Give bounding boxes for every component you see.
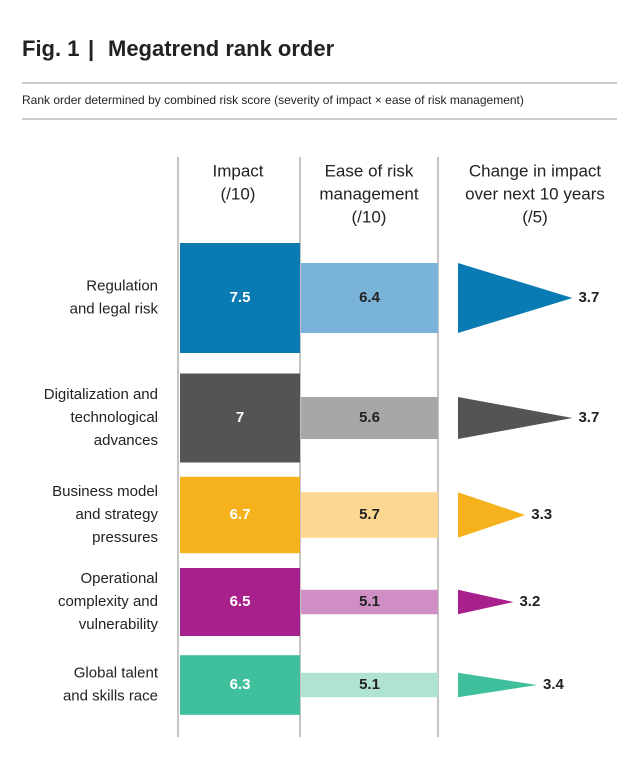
category-label: and strategy <box>75 506 158 523</box>
value-label: 3.3 <box>531 506 552 523</box>
value-box <box>301 589 438 615</box>
category-label: vulnerability <box>79 616 159 633</box>
value-label: 5.6 <box>359 409 380 426</box>
subtitle: Rank order determined by combined risk s… <box>22 93 524 107</box>
category-label: Operational <box>80 570 158 587</box>
value-box <box>180 568 300 636</box>
category-label: Digitalization and <box>44 386 158 403</box>
chart-title: Megatrend rank order <box>108 36 335 61</box>
category-label: technological <box>70 409 158 426</box>
change-triangle <box>458 589 514 615</box>
column-header: (/5) <box>522 207 548 226</box>
change-triangle <box>458 672 538 698</box>
column-header: (/10) <box>352 207 387 226</box>
column-header: management <box>319 184 419 203</box>
column-header: over next 10 years <box>465 184 605 203</box>
column-header: Change in impact <box>469 161 602 180</box>
category-label: and skills race <box>63 687 158 704</box>
value-box <box>301 397 438 439</box>
category-label: Global talent <box>74 664 159 681</box>
value-label: 5.1 <box>359 676 380 693</box>
value-box <box>180 373 300 463</box>
column-header: (/10) <box>221 184 256 203</box>
value-label: 6.7 <box>230 506 251 523</box>
value-label: 3.2 <box>519 593 540 610</box>
change-triangle <box>458 492 526 538</box>
category-label: Business model <box>52 483 158 500</box>
value-label: 6.5 <box>230 593 251 610</box>
category-label: Regulation <box>86 277 158 294</box>
value-label: 7 <box>236 409 244 426</box>
category-label: complexity and <box>58 593 158 610</box>
value-box <box>301 263 438 333</box>
value-box <box>180 655 300 715</box>
change-triangle <box>458 397 573 439</box>
value-box <box>301 672 438 698</box>
value-box <box>180 476 300 554</box>
figure-label: Fig. 1 <box>22 36 79 61</box>
category-label: and legal risk <box>70 300 159 317</box>
value-label: 3.4 <box>543 676 565 693</box>
value-label: 3.7 <box>578 289 599 306</box>
value-label: 5.1 <box>359 593 380 610</box>
value-label: 5.7 <box>359 506 380 523</box>
change-triangle <box>458 263 573 333</box>
value-label: 7.5 <box>230 289 251 306</box>
category-label: advances <box>94 432 158 449</box>
category-label: pressures <box>92 529 158 546</box>
value-box <box>180 243 300 353</box>
title-separator: | <box>88 36 94 61</box>
value-label: 6.3 <box>230 676 251 693</box>
column-header: Ease of risk <box>325 161 414 180</box>
value-label: 6.4 <box>359 289 381 306</box>
value-label: 3.7 <box>578 409 599 426</box>
value-box <box>301 492 438 538</box>
column-header: Impact <box>212 161 263 180</box>
